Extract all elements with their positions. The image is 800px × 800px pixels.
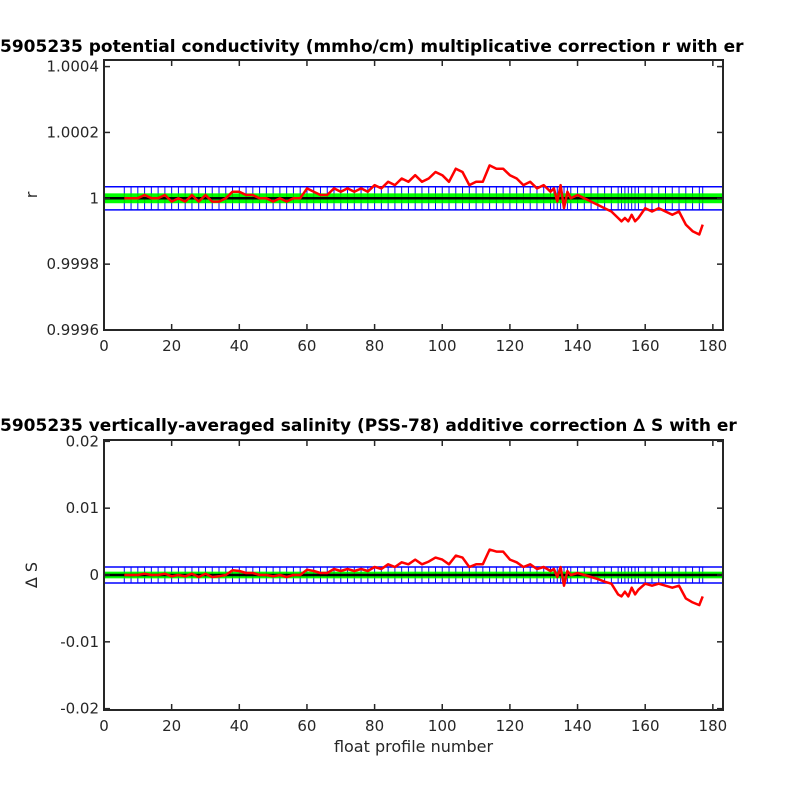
plot-area	[104, 164, 723, 236]
x-tick-label: 180	[699, 717, 728, 735]
x-tick-label: 160	[631, 717, 660, 735]
x-tick-label: 100	[428, 717, 457, 735]
x-tick-label: 20	[162, 337, 181, 355]
x-tick-label: 0	[99, 717, 109, 735]
x-tick-label: 160	[631, 337, 660, 355]
correction-line	[124, 164, 704, 236]
y-tick-label: 0.9998	[47, 255, 100, 273]
x-tick-label: 20	[162, 717, 181, 735]
y-axis-label: ∆ S	[22, 562, 41, 589]
x-tick-label: 40	[230, 337, 249, 355]
x-tick-label: 100	[428, 337, 457, 355]
x-tick-label: 140	[563, 337, 592, 355]
plot-area	[104, 548, 723, 607]
y-tick-label: -0.01	[60, 633, 99, 651]
correction-line	[124, 548, 704, 607]
y-tick-label: 1.0004	[47, 58, 100, 76]
x-tick-label: 120	[496, 717, 525, 735]
y-tick-label: -0.02	[60, 700, 99, 718]
y-tick-label: 0.01	[66, 499, 99, 517]
x-tick-label: 40	[230, 717, 249, 735]
chart-panel-1: 0 20 40 60 80 100 120 140 160 180 0.9996 0.9998 1 1.0…	[0, 37, 744, 355]
x-tick-label: 0	[99, 337, 109, 355]
chart-panel-2: 0 20 40 60 80 100 120 140 160 180 -0.02 -0.01 0 0.01 0…	[0, 416, 737, 756]
y-tick-label: 1	[89, 189, 99, 207]
y-tick-label: 0	[89, 566, 99, 584]
y-tick-label: 1.0002	[47, 123, 100, 141]
y-tick-label: 0.9996	[47, 321, 100, 339]
chart-title: 5905235 potential conductivity (mmho/cm)…	[0, 37, 744, 57]
y-tick-label: 0.02	[66, 432, 99, 450]
y-axis-label: r	[22, 191, 41, 198]
x-axis-label: float profile number	[334, 737, 494, 756]
x-tick-label: 80	[365, 337, 384, 355]
x-tick-label: 180	[699, 337, 728, 355]
axes-box	[103, 59, 724, 331]
chart-title: 5905235 vertically-averaged salinity (PS…	[0, 416, 737, 436]
x-tick-label: 140	[563, 717, 592, 735]
x-tick-label: 80	[365, 717, 384, 735]
x-tick-label: 60	[297, 337, 316, 355]
x-tick-label: 120	[496, 337, 525, 355]
x-tick-label: 60	[297, 717, 316, 735]
